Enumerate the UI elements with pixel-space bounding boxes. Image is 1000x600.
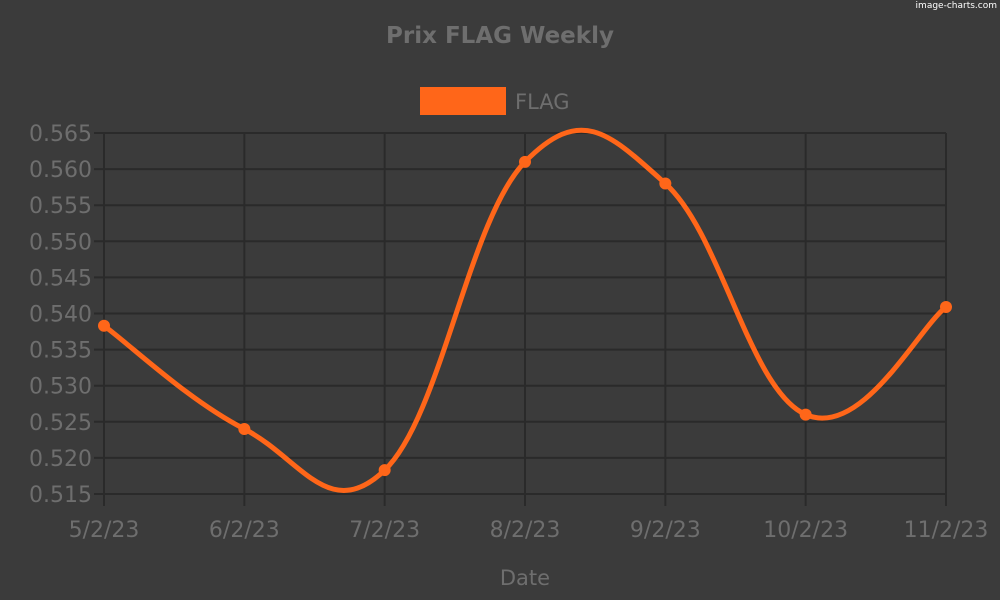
y-tick-label: 0.545: [29, 266, 92, 291]
x-tick-label: 7/2/23: [349, 518, 420, 543]
data-point-flag[interactable]: [799, 408, 812, 421]
watermark-text: image-charts.com: [916, 1, 997, 11]
legend[interactable]: FLAG: [420, 87, 570, 115]
x-axis-ticks: 5/2/23 6/2/23 7/2/23 8/2/23 9/2/23 10/2/23 11/…: [69, 518, 989, 543]
y-tick-label: 0.525: [29, 411, 92, 436]
legend-label-flag: FLAG: [515, 90, 570, 114]
data-point-flag[interactable]: [659, 177, 672, 190]
y-tick-label: 0.550: [29, 230, 92, 255]
data-point-flag[interactable]: [519, 155, 531, 168]
data-point-flag[interactable]: [238, 423, 251, 436]
x-tick-label: 10/2/23: [763, 518, 848, 543]
y-tick-label: 0.540: [29, 303, 92, 328]
data-point-flag[interactable]: [98, 319, 110, 332]
y-tick-label: 0.560: [29, 158, 92, 183]
y-tick-label: 0.565: [29, 122, 92, 147]
y-tick-label: 0.515: [29, 483, 92, 508]
data-point-flag[interactable]: [378, 464, 391, 477]
data-point-flag[interactable]: [940, 301, 952, 314]
series-flag: [98, 127, 952, 493]
x-tick-label: 11/2/23: [904, 518, 989, 543]
x-tick-label: 8/2/23: [490, 518, 561, 543]
y-axis-ticks: 0.515 0.520 0.525 0.530 0.535 0.540 0.545 0.550…: [29, 122, 92, 508]
grid-lines: [94, 132, 947, 506]
y-tick-label: 0.555: [29, 194, 92, 219]
x-tick-label: 5/2/23: [69, 518, 140, 543]
x-axis-label: Date: [500, 566, 550, 590]
y-tick-label: 0.535: [29, 339, 92, 364]
x-tick-label: 6/2/23: [209, 518, 280, 543]
y-tick-label: 0.530: [29, 375, 92, 400]
chart-title: Prix FLAG Weekly: [386, 23, 614, 49]
legend-swatch-flag: [420, 87, 506, 115]
y-tick-label: 0.520: [29, 447, 92, 472]
x-tick-label: 9/2/23: [630, 518, 701, 543]
